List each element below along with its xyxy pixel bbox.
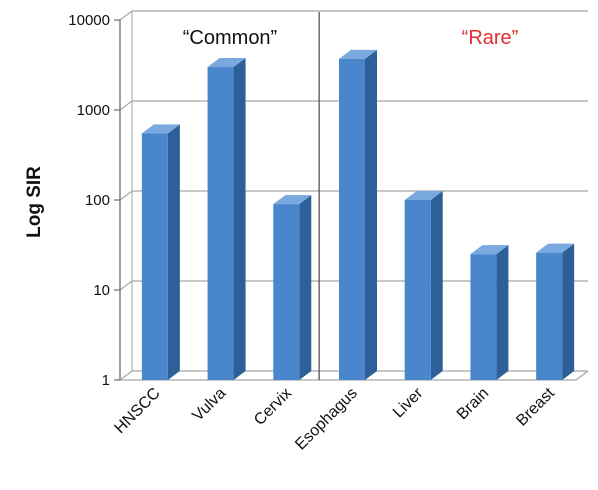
bar-top xyxy=(207,58,246,68)
gridline-slant xyxy=(119,100,133,111)
bar-side xyxy=(299,195,312,380)
y-tick-label: 100 xyxy=(85,192,110,209)
bar-side xyxy=(365,49,377,380)
bar-side xyxy=(430,191,443,380)
bar-side xyxy=(562,243,575,380)
rare-group-label: “Rare” xyxy=(462,27,519,49)
bar-top xyxy=(141,124,180,134)
gridline-slant xyxy=(119,190,133,201)
floor-side-edge xyxy=(575,370,589,381)
bar xyxy=(404,191,443,380)
bar-front xyxy=(207,67,234,381)
bar-side xyxy=(167,124,180,380)
common-group-label: “Common” xyxy=(183,27,277,49)
y-tick-label: 1 xyxy=(102,372,110,389)
bar xyxy=(207,58,246,381)
x-tick-label: Esophagus xyxy=(292,385,361,454)
bar xyxy=(339,49,377,380)
x-tick-label: Vulva xyxy=(189,385,229,425)
bar-front xyxy=(273,204,300,380)
x-tick-label: HNSCC xyxy=(111,385,163,437)
bar-top xyxy=(339,49,377,59)
bar-layer xyxy=(141,49,575,381)
x-tick-label: Liver xyxy=(390,384,427,421)
y-tick-label: 1000 xyxy=(77,102,110,119)
bar-front xyxy=(339,58,365,380)
x-tick-label: Breast xyxy=(513,384,558,429)
bar-front xyxy=(470,254,497,380)
bar-side xyxy=(496,245,509,380)
label-layer: 1 10 100 1000 10000 HNSCC Vulva CervixEsophagus… xyxy=(68,12,558,453)
bar-side xyxy=(233,58,246,381)
bar-top xyxy=(536,243,575,253)
y-axis-title: Log SIR xyxy=(24,166,45,238)
bar-front xyxy=(404,200,431,380)
gridline-slant xyxy=(119,280,133,291)
gridline-slant xyxy=(119,10,133,21)
gridline-slant xyxy=(119,370,133,381)
bar-top xyxy=(273,195,312,205)
bar xyxy=(536,243,575,380)
bar-top xyxy=(470,245,509,255)
bar-top xyxy=(404,191,443,200)
bar-front xyxy=(141,133,168,380)
bar xyxy=(273,195,312,380)
y-tick-label: 10 xyxy=(93,282,110,299)
bar-front xyxy=(536,252,563,380)
y-tick-label: 10000 xyxy=(68,12,110,29)
bar xyxy=(141,124,180,380)
x-tick-label: Brain xyxy=(454,385,492,423)
bar xyxy=(470,245,509,380)
x-tick-label: Cervix xyxy=(251,385,295,429)
